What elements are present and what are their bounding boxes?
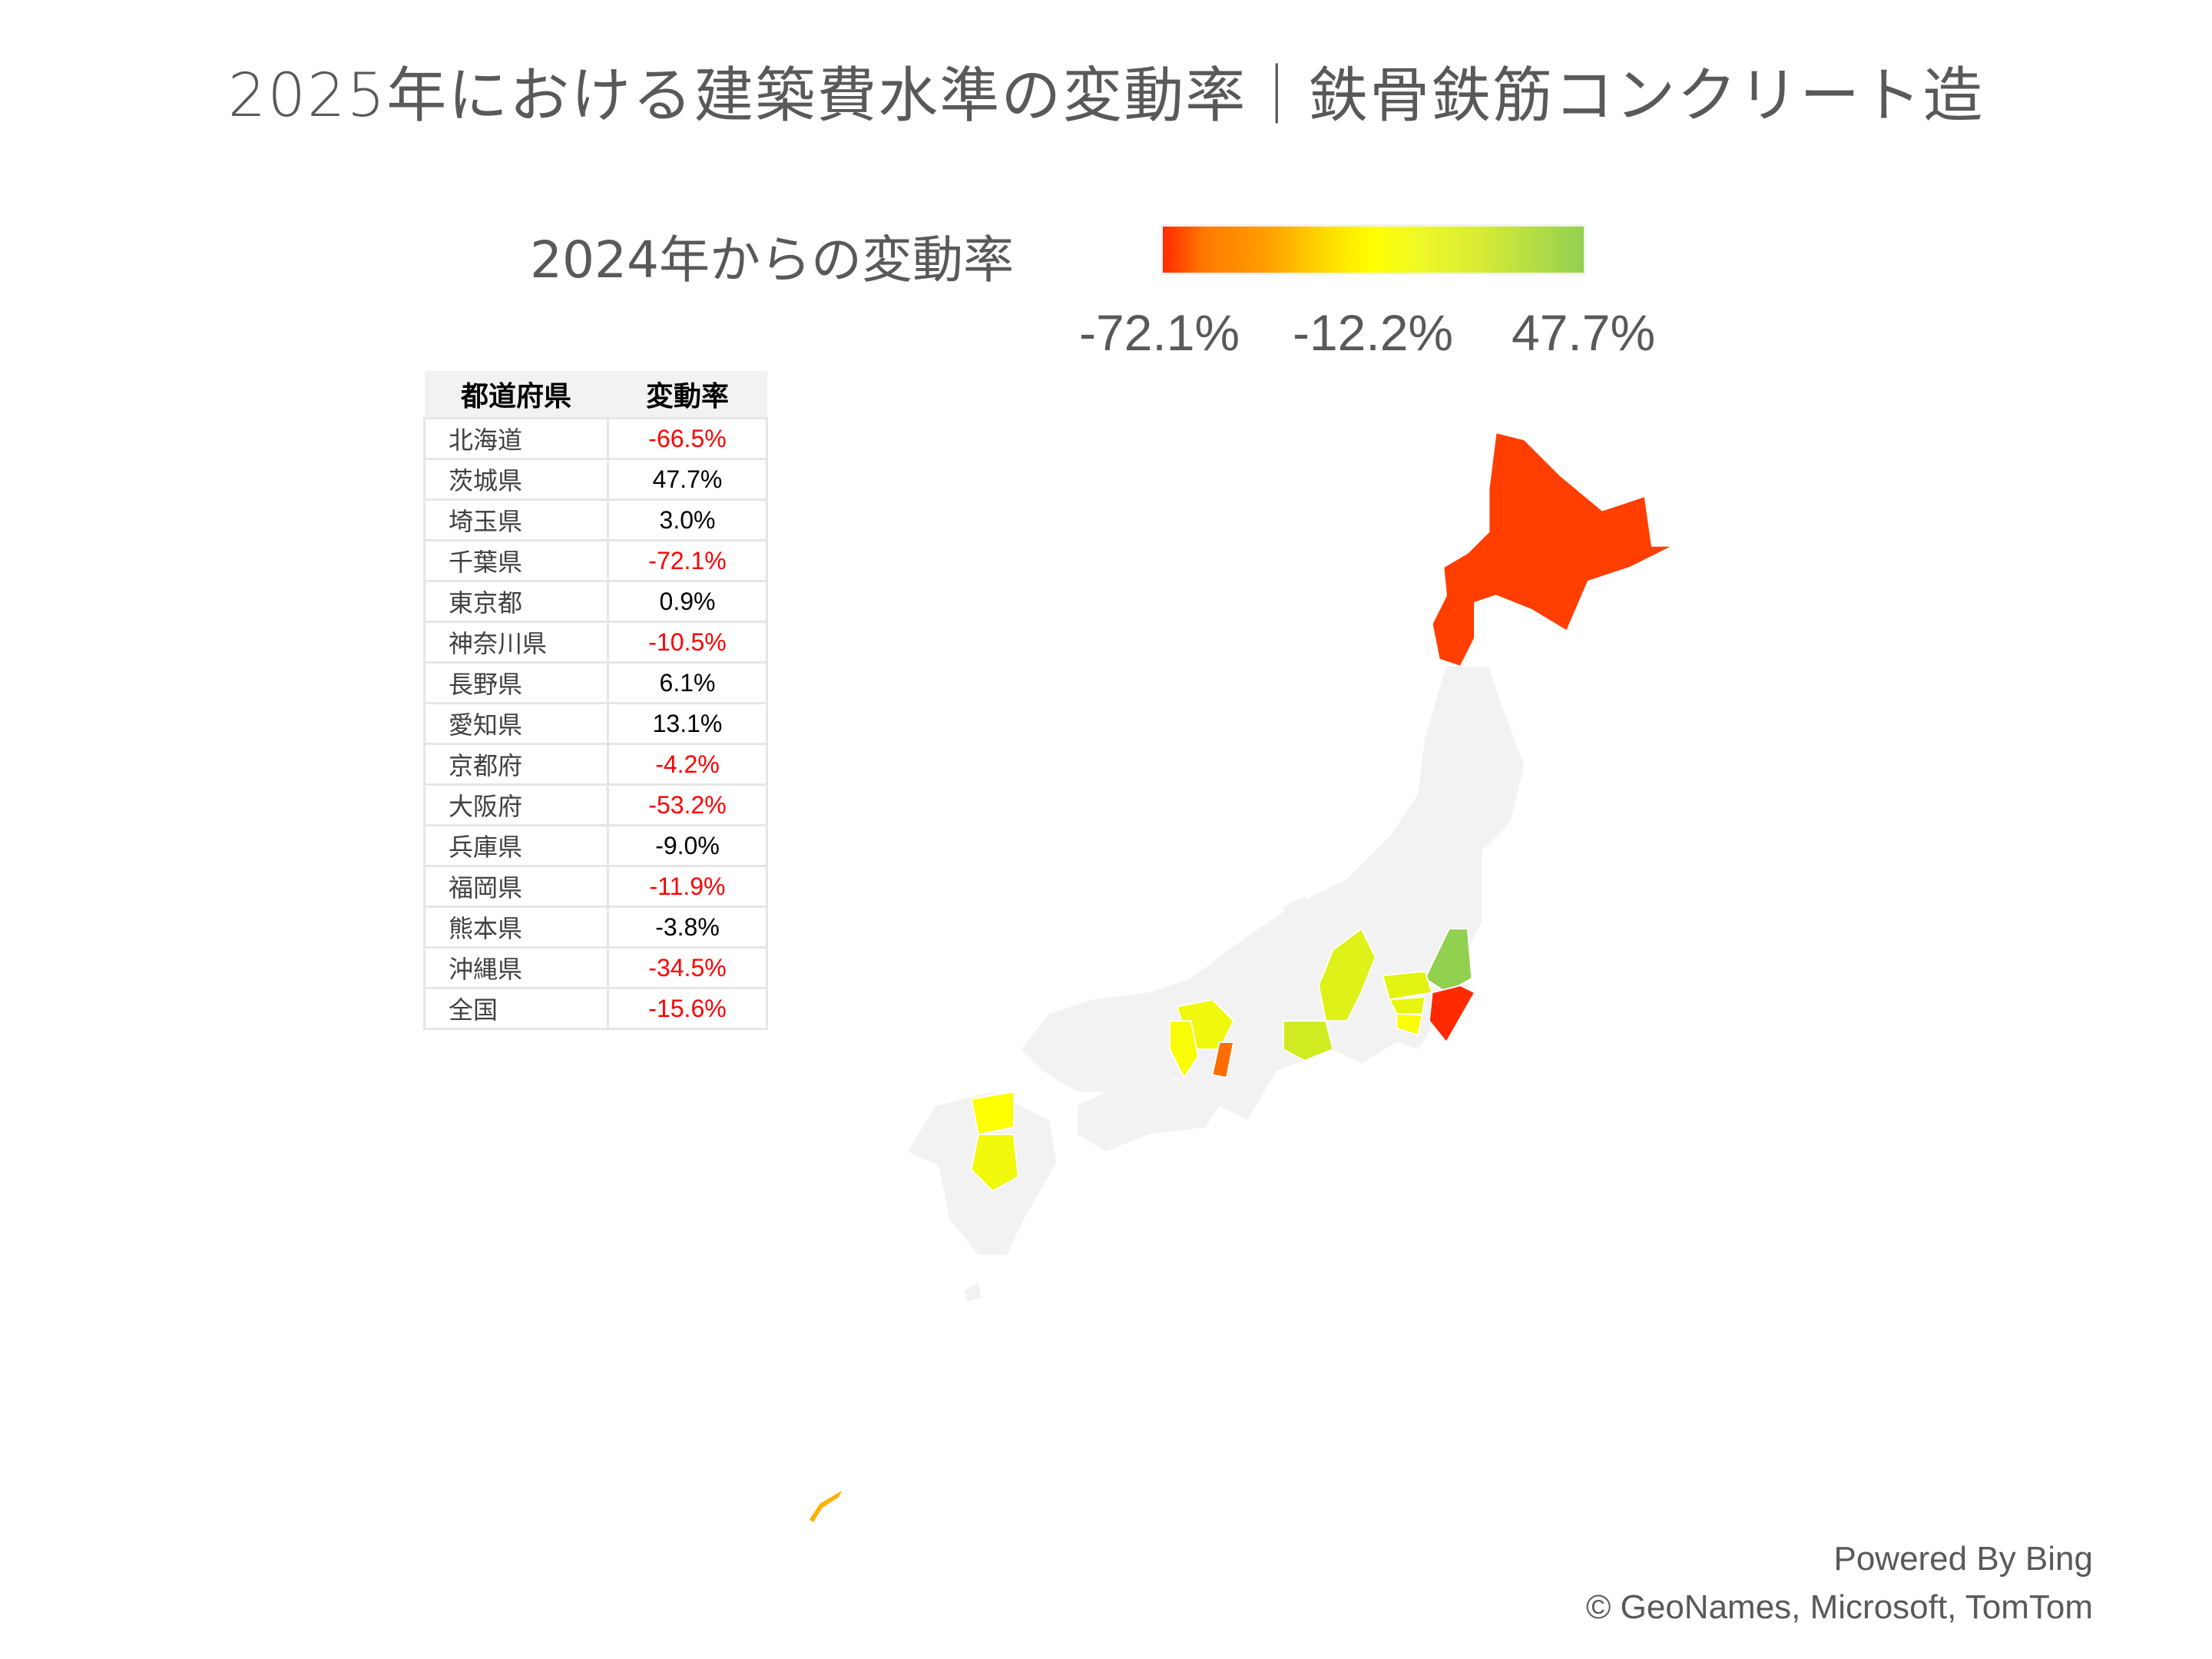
prefecture-region[interactable] [1428, 985, 1476, 1044]
header-change-rate: 変動率 [608, 371, 767, 419]
prefecture-region[interactable] [1282, 1020, 1334, 1061]
table-row: 愛知県 13.1% [423, 702, 768, 745]
prefecture-region[interactable] [1211, 1041, 1235, 1079]
legend-max-label: 47.7% [1512, 304, 1656, 361]
header-prefecture: 都道府県 [424, 371, 608, 419]
prefecture-name: 東京都 [423, 580, 609, 623]
table-row: 京都府 -4.2% [423, 743, 768, 786]
change-rate: 47.7% [607, 458, 768, 501]
prefecture-region[interactable] [1317, 927, 1376, 1022]
prefecture-name: 愛知県 [423, 702, 609, 745]
legend-min-label: -72.1% [1079, 304, 1240, 361]
change-rate: 3.0% [607, 498, 768, 541]
shikoku [1078, 1078, 1220, 1152]
prefecture-name: 長野県 [423, 661, 609, 704]
change-rate: 0.9% [607, 580, 768, 623]
table-row: 埼玉県 3.0% [423, 498, 768, 541]
table-row: 神奈川県 -10.5% [423, 621, 768, 664]
base-land [907, 666, 1525, 1302]
table-row: 千葉県 -72.1% [423, 539, 768, 582]
change-rate: 13.1% [607, 702, 768, 745]
table-row: 北海道 -66.5% [423, 417, 768, 460]
change-rate: -10.5% [607, 621, 768, 664]
prefecture-region[interactable] [1388, 995, 1426, 1015]
sado-island [1283, 896, 1312, 925]
prefecture-name: 神奈川県 [423, 621, 609, 664]
change-rate: -53.2% [607, 783, 768, 826]
legend-mid-label: -12.2% [1293, 304, 1454, 361]
yakushima [964, 1283, 982, 1302]
change-rate: 6.1% [607, 661, 768, 704]
table-row: 福岡県 -11.9% [423, 865, 768, 908]
table-row: 兵庫県 -9.0% [423, 824, 768, 867]
prefecture-region[interactable] [970, 1134, 1019, 1192]
attribution-bing: Powered By Bing [1833, 1540, 2093, 1578]
attribution-copyright: © GeoNames, Microsoft, TomTom [1586, 1588, 2093, 1626]
legend-color-scale [1161, 224, 1586, 275]
table-row: 長野県 6.1% [423, 661, 768, 704]
prefecture-name: 熊本県 [423, 906, 609, 949]
table-row: 大阪府 -53.2% [423, 783, 768, 826]
prefecture-name: 兵庫県 [423, 824, 609, 867]
prefecture-region[interactable] [1431, 431, 1674, 667]
prefecture-name: 北海道 [423, 417, 609, 460]
prefecture-region[interactable] [1396, 1013, 1423, 1036]
change-rate: -72.1% [607, 539, 768, 582]
prefecture-region[interactable] [970, 1091, 1015, 1136]
prefecture-name: 京都府 [423, 743, 609, 786]
table-row: 茨城県 47.7% [423, 458, 768, 501]
prefecture-name: 茨城県 [423, 458, 609, 501]
prefecture-region[interactable] [1169, 1020, 1199, 1079]
prefecture-name: 千葉県 [423, 539, 609, 582]
legend-title: 2024年からの変動率 [530, 230, 1014, 290]
table-row: 東京都 0.9% [423, 580, 768, 623]
honshu [1021, 666, 1525, 1121]
change-rate: -11.9% [607, 865, 768, 908]
change-rate: -15.6% [607, 987, 768, 1030]
change-rate: -4.2% [607, 743, 768, 786]
table-row: 熊本県 -3.8% [423, 906, 768, 949]
chart-title: 2025年における建築費水準の変動率｜鉄骨鉄筋コンクリート造 [227, 61, 1985, 131]
change-rate: -66.5% [607, 417, 768, 460]
change-rate: -34.5% [607, 946, 768, 989]
prefecture-table: 都道府県 変動率 北海道 -66.5% 茨城県 47.7% 埼玉県 3.0% 千葉県 -72.… [423, 371, 768, 1030]
prefecture-region[interactable] [806, 1487, 846, 1524]
table-row: 全国 -15.6% [423, 987, 768, 1030]
change-rate: -3.8% [607, 906, 768, 949]
table-row: 沖縄県 -34.5% [423, 946, 768, 989]
prefecture-name: 沖縄県 [423, 946, 609, 989]
prefecture-name: 大阪府 [423, 783, 609, 826]
prefecture-name: 埼玉県 [423, 498, 609, 541]
prefecture-name: 全国 [423, 987, 609, 1030]
change-rate: -9.0% [607, 824, 768, 867]
prefecture-name: 福岡県 [423, 865, 609, 908]
